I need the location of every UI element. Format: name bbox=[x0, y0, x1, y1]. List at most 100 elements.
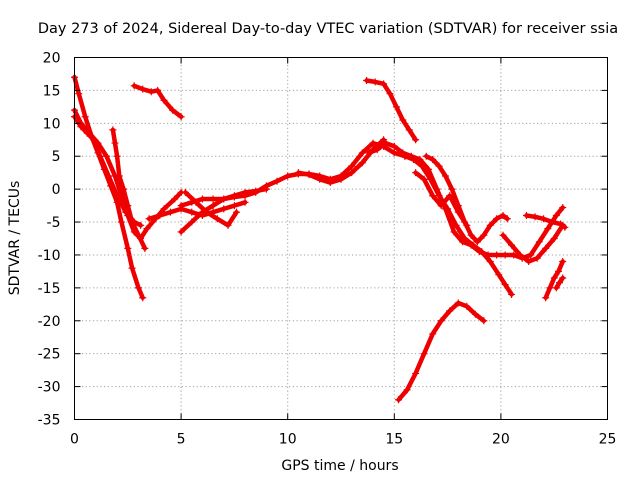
data-point bbox=[493, 215, 501, 223]
series-line bbox=[364, 78, 418, 143]
data-point bbox=[166, 208, 174, 216]
data-point bbox=[435, 162, 443, 170]
data-point bbox=[220, 195, 228, 203]
series-16 bbox=[395, 299, 488, 404]
series-18 bbox=[522, 211, 569, 231]
data-point bbox=[467, 231, 475, 239]
data-point bbox=[224, 221, 232, 229]
data-point bbox=[550, 235, 558, 242]
data-point bbox=[422, 152, 430, 160]
data-point bbox=[358, 159, 366, 167]
data-point bbox=[516, 251, 524, 259]
series-3 bbox=[71, 113, 145, 229]
data-point bbox=[412, 369, 420, 377]
data-point bbox=[409, 156, 417, 164]
data-point bbox=[139, 85, 147, 93]
data-point bbox=[316, 175, 324, 183]
data-point bbox=[401, 152, 409, 160]
data-point bbox=[365, 149, 373, 157]
plot-area bbox=[71, 73, 569, 404]
data-point bbox=[102, 152, 110, 160]
data-point bbox=[241, 198, 249, 206]
data-point bbox=[75, 90, 83, 98]
data-point bbox=[128, 218, 136, 226]
data-point bbox=[392, 103, 400, 111]
data-point bbox=[554, 267, 562, 275]
x-tick-label: 25 bbox=[599, 432, 617, 448]
y-tick-label: 10 bbox=[43, 116, 61, 132]
data-point bbox=[363, 77, 371, 85]
data-point bbox=[139, 294, 147, 302]
data-point bbox=[461, 235, 469, 242]
data-point bbox=[373, 146, 381, 154]
data-point bbox=[115, 172, 123, 180]
data-point bbox=[233, 208, 241, 216]
data-point bbox=[171, 195, 179, 203]
data-point bbox=[105, 172, 113, 180]
y-axis-label: SDTVAR / TECUs bbox=[7, 181, 23, 296]
data-point bbox=[550, 274, 558, 282]
series-line bbox=[146, 200, 248, 222]
y-tick-label: 15 bbox=[43, 83, 61, 99]
y-tick-label: -5 bbox=[47, 215, 61, 231]
data-point bbox=[418, 162, 426, 170]
data-point bbox=[446, 307, 454, 315]
data-point bbox=[141, 244, 149, 252]
data-point bbox=[508, 290, 516, 298]
data-point bbox=[117, 218, 125, 226]
series-line bbox=[366, 140, 565, 261]
data-point bbox=[213, 215, 221, 223]
data-point bbox=[501, 281, 509, 289]
series-11 bbox=[363, 77, 420, 144]
data-point bbox=[273, 177, 281, 185]
data-point bbox=[348, 162, 356, 170]
x-tick-label: 15 bbox=[385, 432, 403, 448]
data-point bbox=[446, 192, 454, 200]
data-point bbox=[427, 175, 435, 183]
data-point bbox=[90, 136, 98, 144]
data-point bbox=[499, 211, 507, 219]
data-point bbox=[501, 251, 509, 259]
y-tick-label: -35 bbox=[38, 413, 61, 429]
data-point bbox=[358, 149, 366, 157]
data-point bbox=[386, 90, 394, 98]
data-point bbox=[548, 218, 556, 226]
data-point bbox=[160, 96, 168, 104]
y-tick-label: -10 bbox=[38, 248, 61, 264]
data-point bbox=[508, 241, 516, 249]
y-tick-label: 20 bbox=[43, 51, 61, 67]
y-tick-label: 5 bbox=[52, 149, 61, 165]
data-point bbox=[83, 129, 91, 137]
data-point bbox=[252, 188, 260, 196]
data-point bbox=[154, 86, 162, 94]
data-point bbox=[230, 202, 238, 210]
data-point bbox=[124, 244, 132, 252]
data-point bbox=[412, 136, 420, 144]
data-point bbox=[128, 264, 136, 272]
data-point bbox=[552, 211, 560, 219]
data-point bbox=[230, 193, 238, 201]
axis-ticks: 0 5 10 15 20 25 -35 -30 -25 -20 -15 -10 -5 0 5 10 15 20 bbox=[38, 51, 617, 448]
data-point bbox=[546, 284, 554, 292]
data-point bbox=[337, 175, 345, 183]
data-point bbox=[441, 172, 449, 180]
data-point bbox=[559, 258, 567, 266]
series-line bbox=[402, 153, 514, 297]
data-point bbox=[143, 225, 151, 233]
data-point bbox=[471, 310, 479, 318]
data-point bbox=[113, 152, 121, 160]
data-point bbox=[435, 192, 443, 200]
series-12 bbox=[365, 139, 567, 262]
x-tick-label: 0 bbox=[70, 432, 79, 448]
series-5 bbox=[130, 82, 185, 121]
data-point bbox=[559, 274, 567, 282]
data-point bbox=[473, 238, 481, 246]
data-point bbox=[556, 279, 564, 287]
data-point bbox=[542, 294, 550, 302]
data-point bbox=[454, 299, 462, 307]
series-20 bbox=[552, 274, 567, 292]
data-point bbox=[294, 169, 302, 177]
data-point bbox=[486, 221, 494, 229]
data-point bbox=[444, 205, 452, 213]
